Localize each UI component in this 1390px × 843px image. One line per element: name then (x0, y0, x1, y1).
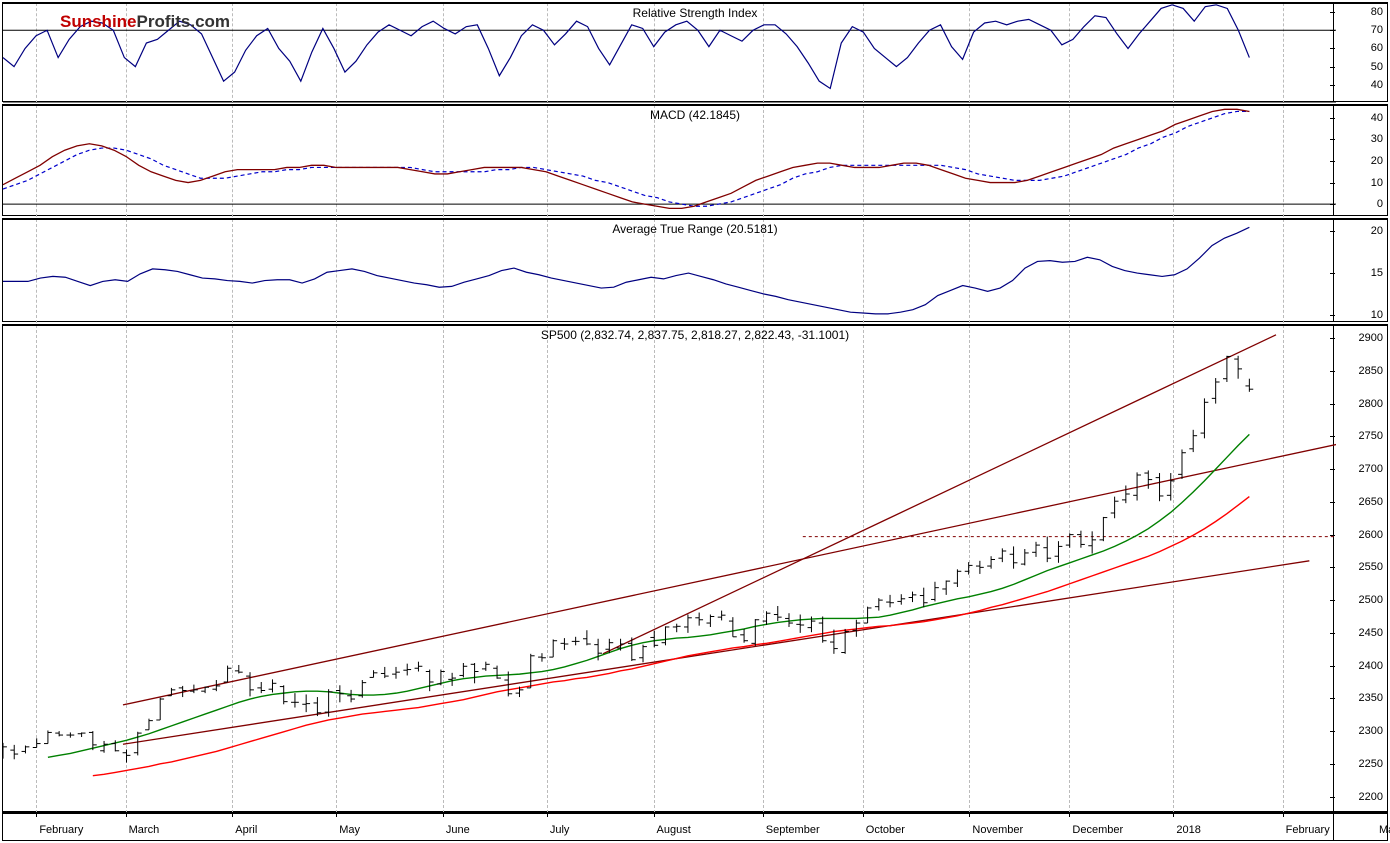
panel-sep (2, 812, 1388, 814)
watermark-part1: Sunshine (60, 12, 137, 31)
price-ytick: 2250 (1359, 758, 1383, 770)
axis-sep (1333, 812, 1334, 840)
x-tick-label: March (1379, 824, 1390, 836)
panel-sep (2, 218, 1388, 220)
macd-title: MACD (42.1845) (650, 108, 740, 122)
atr-title: Average True Range (20.5181) (612, 222, 777, 236)
price-ytick: 2700 (1359, 463, 1383, 475)
price-panel: 2200 2250 2300 2350 2400 2450 2500 2550 2600 2650… (2, 324, 1388, 812)
x-tick-label: October (866, 824, 905, 836)
macd-ytick: 40 (1371, 112, 1383, 124)
x-tick-label: February (1286, 824, 1330, 836)
macd-ytick: 20 (1371, 155, 1383, 167)
x-tick-label: April (235, 824, 257, 836)
x-tick-label: November (972, 824, 1023, 836)
price-ytick: 2750 (1359, 430, 1383, 442)
watermark: SunshineProfits.com (60, 12, 230, 32)
atr-panel: 10 15 20 Average True Range (20.5181) (2, 218, 1388, 322)
x-tick-label: December (1072, 824, 1123, 836)
price-ytick: 2500 (1359, 594, 1383, 606)
rsi-ytick: 40 (1371, 79, 1383, 91)
price-ytick: 2650 (1359, 496, 1383, 508)
macd-ytick: 10 (1371, 177, 1383, 189)
x-tick-label: August (657, 824, 691, 836)
panel-sep (2, 104, 1388, 106)
macd-panel: 0 10 20 30 40 MACD (42.1845) (2, 104, 1388, 216)
x-tick-label: March (129, 824, 160, 836)
macd-ytick: 30 (1371, 133, 1383, 145)
price-ytick: 2300 (1359, 725, 1383, 737)
price-title: SP500 (2,832.74, 2,837.75, 2,818.27, 2,8… (541, 328, 849, 342)
price-ytick: 2350 (1359, 692, 1383, 704)
price-ytick: 2800 (1359, 398, 1383, 410)
price-ytick: 2550 (1359, 561, 1383, 573)
x-tick-label: June (446, 824, 470, 836)
price-ytick: 2200 (1359, 791, 1383, 803)
x-tick-label: February (39, 824, 83, 836)
panel-sep (2, 2, 1388, 4)
rsi-ytick: 70 (1371, 24, 1383, 36)
x-tick-label: May (339, 824, 360, 836)
atr-ytick: 10 (1371, 309, 1383, 321)
atr-ytick: 15 (1371, 267, 1383, 279)
price-ytick: 2600 (1359, 529, 1383, 541)
price-ytick: 2900 (1359, 332, 1383, 344)
panel-sep (2, 324, 1388, 326)
price-plot (3, 325, 1336, 813)
x-tick-label: 2018 (1176, 824, 1200, 836)
rsi-ytick: 80 (1371, 6, 1383, 18)
x-tick-label: September (766, 824, 820, 836)
atr-ytick: 20 (1371, 225, 1383, 237)
macd-ytick: 0 (1377, 198, 1383, 210)
x-tick-label: July (550, 824, 570, 836)
rsi-ytick: 50 (1371, 61, 1383, 73)
rsi-ytick: 60 (1371, 42, 1383, 54)
price-ytick: 2400 (1359, 660, 1383, 672)
rsi-title: Relative Strength Index (633, 6, 758, 20)
price-ytick: 2850 (1359, 365, 1383, 377)
watermark-part2: Profits.com (137, 12, 231, 31)
price-ytick: 2450 (1359, 627, 1383, 639)
x-axis: February March April May June July August Septe… (2, 812, 1388, 841)
